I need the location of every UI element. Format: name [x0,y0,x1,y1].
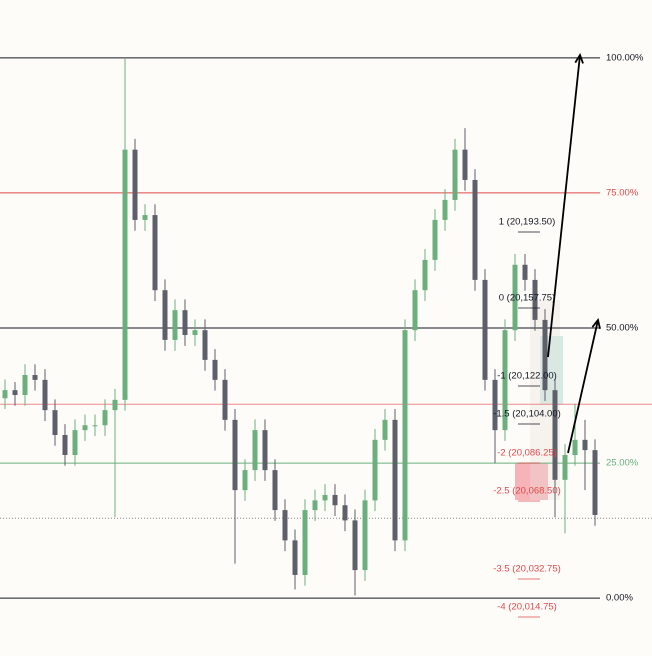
candle-body [522,264,528,280]
candle-body [232,419,238,491]
candle-body [502,330,508,431]
annotation-label: -4 (20,014.75) [497,602,557,613]
candle-body [262,430,268,471]
candle-body [162,290,168,340]
candle-body [492,379,498,431]
candle-body [122,149,128,400]
candle-body [322,494,328,501]
candle-body [382,419,388,440]
fib-label: 25.00% [606,458,639,469]
candle-body [112,399,118,411]
candle-body [372,439,378,501]
candle-body [92,425,98,427]
candle-body [572,439,578,455]
annotation-label: -2.5 (20,068.50) [493,486,561,497]
candle-body [362,500,368,571]
candle-body [202,330,208,360]
candle-body [172,310,178,340]
candle-body [552,390,558,480]
candle-body [82,425,88,431]
arrow [567,319,599,454]
candle-body [252,430,258,471]
candle-body [72,430,78,455]
fib-label: 50.00% [606,323,639,334]
candle-body [142,215,148,220]
candle-body [592,450,598,515]
annotation-label: -2 (20,086.25) [497,448,557,459]
candle-body [292,540,298,575]
candle-body [52,410,58,435]
candle-body [62,434,68,455]
candle-body [422,259,428,291]
candle-body [102,410,108,426]
arrow-head [574,52,584,64]
arrow [547,54,581,358]
candle-body [452,149,458,200]
candle-body [402,330,408,541]
candle-body [222,379,228,420]
candle-body [242,470,248,491]
annotation-label: 0 (20,157.75) [499,293,556,304]
candle-body [332,494,338,506]
arrow-head [591,317,601,329]
fib-label: 100.00% [606,52,644,63]
fib-label: 75.00% [606,187,639,198]
candle-body [412,290,418,331]
candle-body [132,149,138,220]
candle-body [542,319,548,391]
candle-body [482,279,488,380]
candle-body [302,510,308,575]
candle-body [182,310,188,336]
candle-body [42,379,48,411]
candle-body [462,149,468,180]
candle-body [472,179,478,280]
candle-body [212,359,218,380]
candle-body [272,470,278,511]
candle-body [512,264,518,331]
candle-body [152,215,158,291]
fib-label: 0.00% [606,593,633,604]
candle-body [562,454,568,480]
loss-zone [515,463,548,500]
candle-body [32,375,38,380]
candle-body [582,439,588,451]
annotation-label: -3.5 (20,032.75) [493,564,561,575]
candle-body [352,520,358,571]
candle-body [432,219,438,260]
annotation-label: 1 (20,193.50) [499,217,556,228]
candle-body [392,419,398,541]
candle-body [12,390,18,396]
candle-body [532,279,538,320]
candle-body [282,510,288,541]
annotation-label: -1 (20,122.00) [497,371,557,382]
annotation-label: -1.5 (20,104.00) [493,409,561,420]
candle-body [312,500,318,511]
candle-body [442,199,448,220]
candle-body [192,330,198,336]
candle-body [342,505,348,521]
candle-body [2,390,8,399]
candle-body [22,375,28,396]
